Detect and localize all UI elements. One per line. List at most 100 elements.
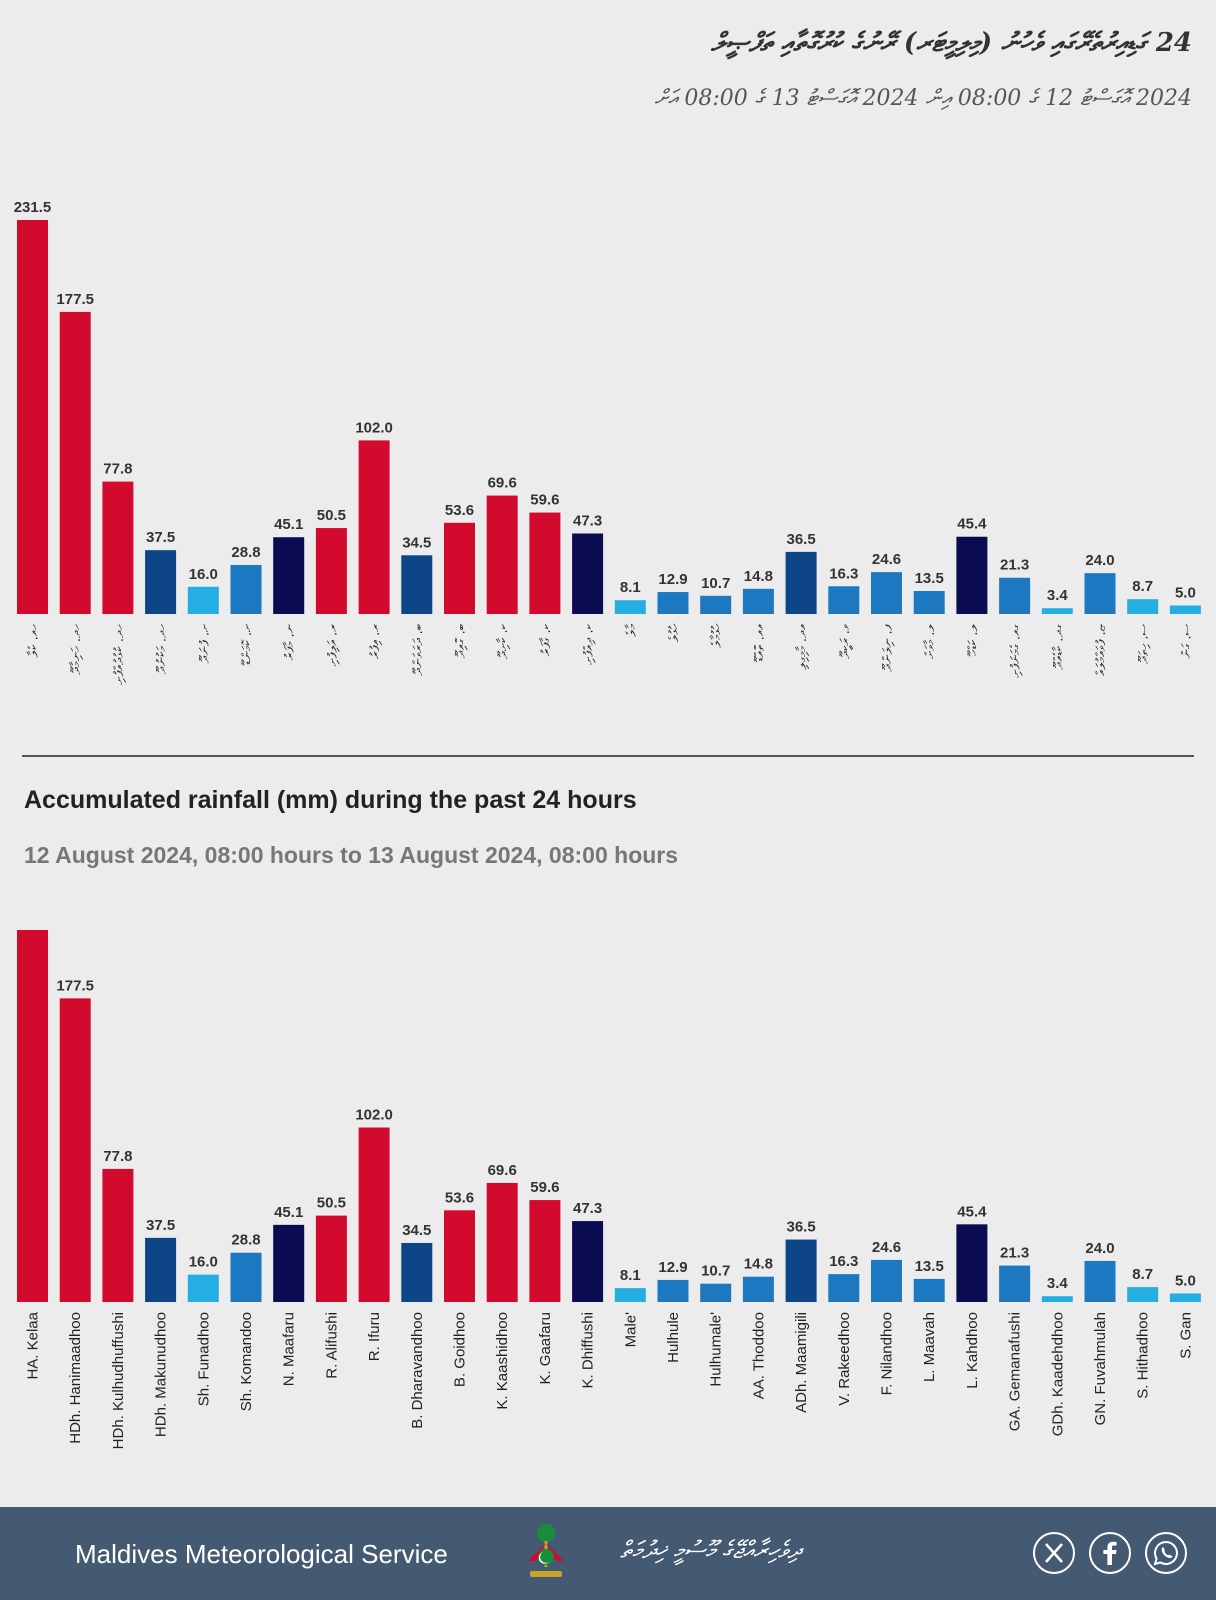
x-axis-tick-label: ގދ. ކާޑެއްދޫ [1051,624,1066,670]
bar-value-label: 14.8 [744,1256,773,1273]
bar-value-label: 69.6 [488,1162,517,1179]
x-axis-tick-label: ގއ. ގެމަނަފުށި [1009,624,1024,678]
x-axis-tick-label: ހދ. މަކުނުދޫ [155,624,170,674]
bar-14 [572,1221,604,1302]
x-axis-tick-label: HA. Kelaa [25,1311,42,1379]
x-axis-tick-label: ރ. އިފުރު [368,624,383,659]
x-axis-tick-label: V. Rakeedhoo [836,1312,853,1406]
bar-value-label: 45.1 [274,516,303,533]
x-axis-tick-label: ހުޅުލެ [667,624,682,643]
bar-12 [486,495,518,614]
bar-value-label: 12.9 [658,1259,687,1276]
x-axis-tick-label: ނ. މާފަރު [283,623,298,660]
x-axis-tick-label: ހދ. ކުޅުދުއްފުށި [112,624,127,685]
x-axis-tick-label: R. Ifuru [366,1312,383,1361]
bar-value-label: 16.0 [189,1254,218,1271]
bar-value-label: 3.4 [1047,587,1069,604]
org-name-dhivehi: ދިވެހިރާއްޖޭގެ މޫސުމީ ޚިދުމަތް [620,1537,801,1564]
bar-value-label: 102.0 [355,419,393,436]
bar-6 [230,564,262,614]
x-axis-tick-label: ކ. ކާށިދޫ [496,623,511,658]
bar-10 [401,555,433,614]
bar-value-label: 8.1 [620,579,641,596]
x-axis-tick-label: B. Dharavandhoo [409,1312,426,1429]
bar-value-label: 45.4 [957,1203,987,1220]
bar-value-label: 34.5 [402,534,431,551]
bar-value-label: 24.6 [872,1239,901,1256]
bar-17 [700,1283,732,1302]
x-axis-tick-label: N. Maafaru [281,1312,298,1386]
x-axis-tick-label: Sh. Funadhoo [195,1312,212,1406]
bar-value-label: 21.3 [1000,557,1029,574]
rainfall-bar-chart-dhivehi: 231.5 ހއ. ކެލާ 177.5 ހދ. ހަނިމާދޫ 77.8 ހދ. ކު… [14,199,1201,685]
x-axis-tick-label: އއ. ތޮއްޑޫ [752,624,767,663]
bar-18 [742,588,774,614]
x-axis-tick-label: ބ. ގޮއިދޫ [454,624,469,658]
whatsapp-icon[interactable] [1144,1531,1188,1575]
bar-22 [913,591,945,614]
bar-25 [1041,1296,1073,1302]
bar-23 [956,1224,988,1302]
bar-2 [59,998,91,1302]
bar-value-label: 5.0 [1175,584,1196,601]
x-axis-tick-label: ބ. ދަރަވަންދޫ [411,624,426,676]
x-axis-tick-label: Male' [622,1312,639,1348]
bar-value-label: 47.3 [573,1200,602,1217]
x-axis-tick-label: GA. Gemanafushi [1007,1312,1024,1431]
x-axis-tick-label: ކ. ދިއްފުށި [582,623,597,664]
bar-value-label: 59.6 [530,492,559,509]
bar-value-label: 13.5 [915,570,944,587]
facebook-icon[interactable] [1088,1531,1132,1575]
x-axis-tick-label: ADh. Maamigili [793,1312,810,1413]
x-axis-tick-label: GDh. Kaadehdhoo [1049,1312,1066,1436]
x-axis-tick-label: Hulhule [665,1312,682,1363]
x-icon[interactable] [1032,1531,1076,1575]
org-name: Maldives Meteorological Service [75,1539,448,1569]
x-axis-tick-label: HDh. Kulhudhuffushi [110,1312,127,1449]
bar-27 [1127,599,1159,614]
bar-value-label: 53.6 [445,1189,474,1206]
bar-22 [913,1278,945,1302]
x-axis-tick-label: ހދ. ހަނިމާދޫ [69,624,84,675]
x-axis-tick-label: ށ. ފުނަދޫ [197,624,212,663]
bar-value-label: 10.7 [701,575,730,592]
bar-value-label: 16.0 [189,566,218,583]
bar-21 [871,1259,902,1302]
bar-7 [273,537,305,614]
chart-title: Accumulated rainfall (mm) during the pas… [24,786,637,814]
bar-4 [145,1237,177,1302]
bar-17 [700,595,732,614]
x-axis-tick-label: L. Maavah [921,1312,938,1382]
chart-subtitle: 12 August 2024, 08:00 hours to 13 August… [24,842,679,868]
bar-value-label: 36.5 [786,1219,815,1236]
bar-value-label: 37.5 [146,1217,175,1234]
bar-value-label: 77.8 [103,1148,132,1165]
bar-28 [1169,605,1201,614]
x-axis-tick-label: L. Kahdhoo [964,1312,981,1389]
bar-value-label: 102.0 [355,1107,393,1124]
bar-value-label: 8.7 [1132,1266,1153,1283]
x-axis-tick-label: HDh. Hanimaadhoo [67,1312,84,1444]
bar-13 [529,512,561,614]
bar-24 [999,1265,1031,1302]
x-axis-tick-label: AA. Thoddoo [750,1312,767,1399]
x-axis-tick-label: ރ. އަލިފުށި [325,624,340,667]
x-axis-tick-label: ކ. ގާފަރު [539,623,554,656]
x-axis-tick-label: R. Alifushi [323,1312,340,1379]
x-axis-tick-label: މާލެ [624,623,639,637]
x-axis-tick-label: ފ. ނިލަންދޫ [881,623,896,671]
bar-value-label: 5.0 [1175,1272,1196,1289]
x-axis-tick-label: F. Nilandhoo [879,1312,896,1395]
x-axis-tick-label: ޏ. ފުވައްމުލައް [1094,623,1109,675]
bar-value-label: 14.8 [744,568,773,585]
bar-1 [17,220,48,614]
bar-value-label: 13.5 [915,1258,944,1275]
x-axis-tick-label: B. Goidhoo [452,1312,469,1387]
bar-7 [273,1224,305,1302]
x-axis-tick-label: Hulhumale' [708,1312,725,1387]
bar-value-label: 50.5 [317,1195,346,1212]
bar-value-label: 34.5 [402,1222,431,1239]
section-divider [22,755,1194,757]
bar-21 [871,572,902,614]
